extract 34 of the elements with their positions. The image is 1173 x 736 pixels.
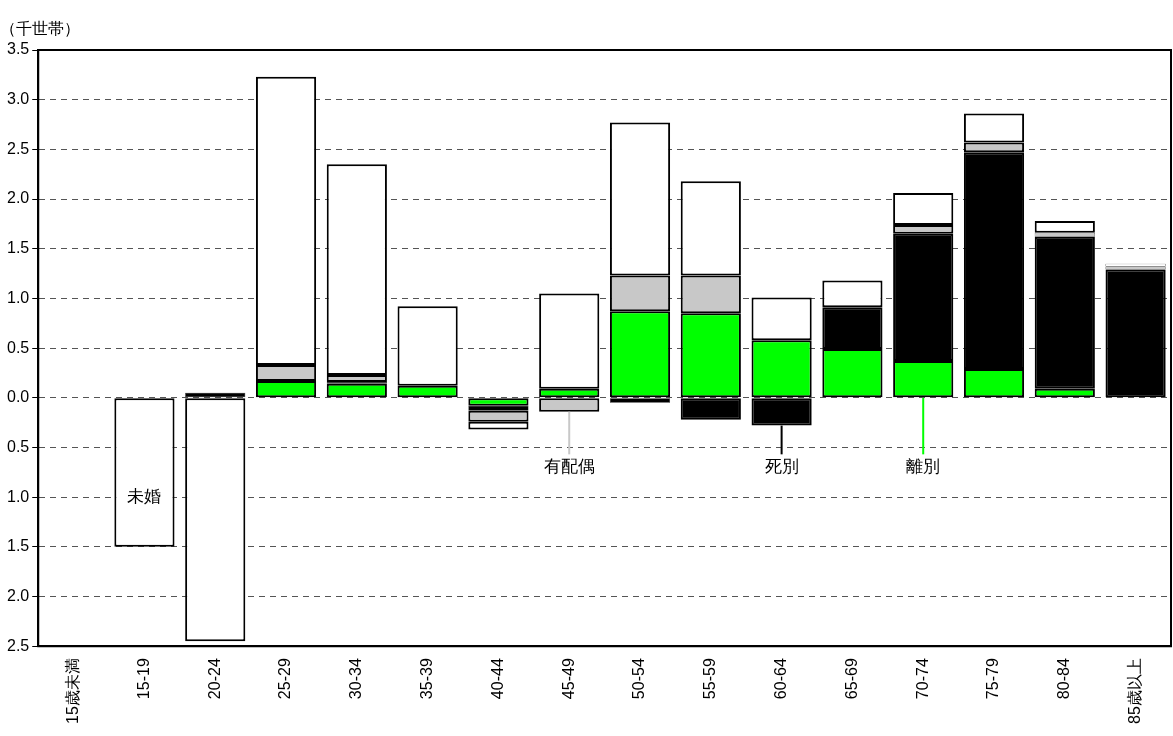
- x-tick-label: 20-24: [205, 658, 223, 700]
- x-tick-label: 15-19: [134, 658, 152, 700]
- x-tick-label: 35-39: [418, 658, 436, 700]
- y-tick-label: 3.5: [6, 40, 30, 58]
- y-tick-label: 0.0: [6, 388, 30, 406]
- text: 有配偶: [543, 457, 595, 477]
- x-tick-label: 45-49: [559, 658, 577, 700]
- series-label: 未婚: [127, 486, 162, 506]
- text: 離別: [906, 457, 941, 477]
- y-tick-label: 1.5: [6, 239, 30, 257]
- y-tick-label: 2.5: [6, 636, 30, 654]
- y-tick-label: 3.0: [6, 90, 30, 108]
- x-tick-label: 75-79: [984, 658, 1002, 700]
- x-tick-label: 25-29: [276, 658, 294, 700]
- y-tick-label: 2.5: [6, 139, 30, 157]
- x-tick-label: 70-74: [913, 658, 931, 700]
- y-tick-label: 1.0: [6, 288, 30, 306]
- y-tick-label: 1.0: [6, 487, 30, 505]
- x-tick-label: 15歳未満: [64, 658, 82, 724]
- y-tick-label: 2.0: [6, 189, 30, 207]
- y-tick-label: 0.5: [6, 437, 30, 455]
- legend-label: 死別: [764, 457, 799, 477]
- x-tick-label: 85歳以上: [1126, 658, 1144, 724]
- x-tick-label: 50-54: [630, 658, 648, 700]
- y-tick-label: 0.5: [6, 338, 30, 356]
- x-tick-label: 80-84: [1055, 658, 1073, 700]
- x-tick-label: 55-59: [701, 658, 719, 700]
- x-tick-label: 30-34: [347, 658, 365, 700]
- y-axis-title: （千世帯）: [0, 20, 80, 38]
- y-tick-label: 1.5: [6, 537, 30, 555]
- x-tick-label: 40-44: [488, 658, 506, 700]
- x-tick-label: 65-69: [842, 658, 860, 700]
- y-tick-label: 2.0: [6, 586, 30, 604]
- x-tick-label: 60-64: [772, 658, 790, 700]
